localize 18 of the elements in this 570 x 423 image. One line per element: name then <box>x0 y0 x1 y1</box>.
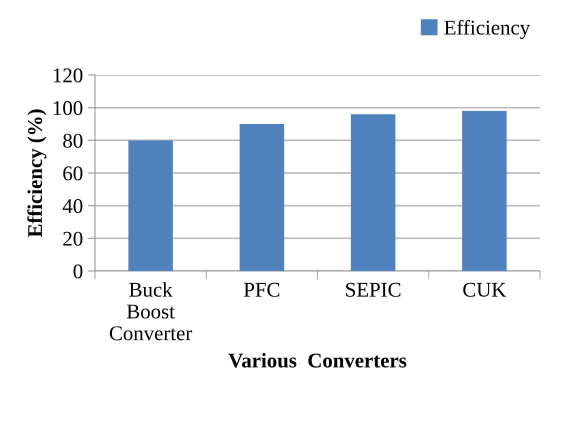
y-tick-label: 40 <box>62 199 82 214</box>
bar <box>350 114 396 271</box>
y-tick-label: 20 <box>63 232 82 246</box>
y-tick-label: 60 <box>63 166 82 180</box>
legend-label: Efficiency <box>444 20 530 39</box>
x-tick-label: SEPIC <box>346 282 400 297</box>
y-tick-label: 0 <box>74 264 82 278</box>
y-tick-label: 80 <box>63 134 82 148</box>
y-tick-label: 120 <box>54 68 82 82</box>
y-axis-title: Efficiency (%) <box>27 109 46 238</box>
x-tick-label: PFC <box>244 282 280 297</box>
x-axis-title: Various Converters <box>228 352 406 368</box>
x-tick-label: CUK <box>463 282 506 297</box>
bar <box>128 140 173 271</box>
bar <box>462 110 507 271</box>
y-tick-label: 100 <box>54 101 82 116</box>
x-tick-label: Buck Boost Converter <box>110 282 192 340</box>
bar <box>240 124 284 271</box>
